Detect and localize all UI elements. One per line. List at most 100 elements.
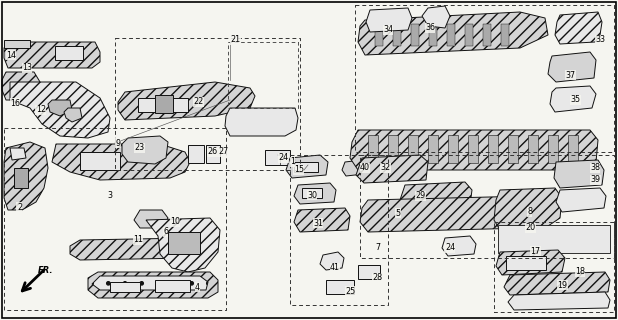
Polygon shape: [501, 24, 509, 46]
Polygon shape: [554, 160, 604, 188]
Polygon shape: [2, 72, 40, 100]
Polygon shape: [225, 108, 298, 136]
Text: 39: 39: [590, 175, 600, 185]
Text: 9: 9: [115, 139, 120, 148]
Text: 33: 33: [595, 36, 605, 44]
Text: 24: 24: [445, 244, 455, 252]
Polygon shape: [375, 24, 383, 46]
Polygon shape: [508, 292, 610, 310]
Polygon shape: [4, 42, 100, 68]
Polygon shape: [568, 135, 578, 163]
Text: 3: 3: [107, 191, 112, 201]
Text: 34: 34: [383, 26, 393, 35]
Polygon shape: [360, 196, 538, 232]
Text: 22: 22: [193, 98, 203, 107]
Polygon shape: [320, 252, 344, 270]
Polygon shape: [302, 188, 322, 198]
Text: 7: 7: [375, 244, 380, 252]
Polygon shape: [206, 145, 220, 163]
Polygon shape: [14, 168, 28, 188]
Polygon shape: [342, 160, 366, 176]
Polygon shape: [366, 8, 412, 32]
Polygon shape: [508, 135, 518, 163]
Text: 20: 20: [525, 223, 535, 233]
Polygon shape: [286, 155, 328, 178]
Polygon shape: [55, 46, 83, 60]
Text: 30: 30: [307, 190, 317, 199]
Text: 38: 38: [590, 164, 600, 172]
Text: 8: 8: [527, 207, 532, 217]
Text: 25: 25: [345, 286, 355, 295]
Polygon shape: [442, 236, 476, 256]
Text: 10: 10: [170, 218, 180, 227]
Polygon shape: [358, 12, 548, 55]
Polygon shape: [393, 24, 401, 46]
Polygon shape: [429, 24, 437, 46]
Polygon shape: [134, 210, 168, 228]
Text: 23: 23: [134, 143, 144, 153]
Polygon shape: [496, 250, 565, 275]
Polygon shape: [10, 82, 110, 138]
Text: 12: 12: [36, 106, 46, 115]
Text: 1: 1: [290, 157, 295, 166]
Polygon shape: [422, 6, 450, 28]
Polygon shape: [155, 280, 190, 292]
Text: 13: 13: [22, 63, 32, 73]
Text: 37: 37: [565, 70, 575, 79]
Polygon shape: [155, 95, 173, 113]
Text: 19: 19: [557, 281, 567, 290]
Polygon shape: [550, 86, 596, 112]
Polygon shape: [468, 135, 478, 163]
Text: 41: 41: [330, 263, 340, 273]
Polygon shape: [146, 218, 220, 272]
Polygon shape: [368, 135, 378, 163]
Polygon shape: [138, 98, 188, 112]
Polygon shape: [118, 82, 255, 120]
Polygon shape: [294, 208, 350, 232]
Polygon shape: [358, 265, 380, 279]
Polygon shape: [465, 24, 473, 46]
Text: 28: 28: [372, 274, 382, 283]
Polygon shape: [548, 52, 596, 82]
Polygon shape: [555, 12, 602, 44]
Text: 26: 26: [207, 148, 217, 156]
Text: 14: 14: [6, 51, 16, 60]
Polygon shape: [10, 148, 26, 160]
Polygon shape: [483, 24, 491, 46]
Polygon shape: [188, 145, 204, 163]
Polygon shape: [48, 100, 72, 116]
Polygon shape: [168, 232, 200, 254]
Text: 29: 29: [415, 191, 425, 201]
Text: 40: 40: [360, 164, 370, 172]
Polygon shape: [356, 155, 428, 183]
Polygon shape: [528, 135, 538, 163]
Polygon shape: [294, 183, 336, 204]
Polygon shape: [506, 256, 546, 270]
Polygon shape: [447, 24, 455, 46]
Text: 5: 5: [395, 209, 400, 218]
Polygon shape: [52, 144, 190, 180]
Polygon shape: [494, 188, 562, 230]
Polygon shape: [4, 40, 30, 48]
Polygon shape: [70, 238, 200, 260]
Text: 35: 35: [570, 95, 580, 105]
Polygon shape: [408, 135, 418, 163]
Text: 15: 15: [294, 165, 304, 174]
Text: 31: 31: [313, 219, 323, 228]
Polygon shape: [265, 150, 290, 165]
Polygon shape: [428, 135, 438, 163]
Text: 24: 24: [278, 154, 288, 163]
Text: 21: 21: [230, 36, 240, 44]
Polygon shape: [504, 272, 610, 295]
Text: 27: 27: [218, 148, 228, 156]
Text: FR.: FR.: [38, 266, 54, 275]
Polygon shape: [64, 108, 82, 122]
Polygon shape: [548, 135, 558, 163]
Text: 17: 17: [530, 246, 540, 255]
Polygon shape: [411, 24, 419, 46]
Polygon shape: [294, 162, 318, 172]
Polygon shape: [4, 142, 48, 210]
Polygon shape: [326, 280, 354, 294]
Polygon shape: [110, 282, 140, 292]
Polygon shape: [80, 152, 120, 170]
